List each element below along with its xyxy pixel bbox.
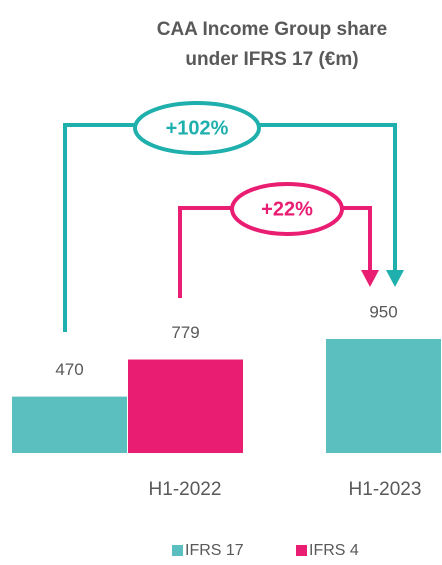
chart-title: CAA Income Group share <box>157 19 388 40</box>
data-label: 779 <box>171 323 199 342</box>
legend-label: IFRS 17 <box>185 542 244 559</box>
x-tick-label: H1-2022 <box>149 479 222 500</box>
legend-swatch <box>172 545 183 556</box>
annotation: +102% <box>166 117 229 139</box>
bar <box>326 339 441 453</box>
bar <box>12 396 127 453</box>
x-tick-label: H1-2023 <box>349 479 422 500</box>
annotation: +22% <box>261 198 313 220</box>
legend-swatch <box>296 545 307 556</box>
data-label: 470 <box>55 360 83 379</box>
data-label: 950 <box>369 302 397 321</box>
legend-label: IFRS 4 <box>309 542 359 559</box>
chart-title: under IFRS 17 (€m) <box>185 49 358 70</box>
growth-arrow <box>63 101 404 332</box>
bar <box>128 359 243 453</box>
